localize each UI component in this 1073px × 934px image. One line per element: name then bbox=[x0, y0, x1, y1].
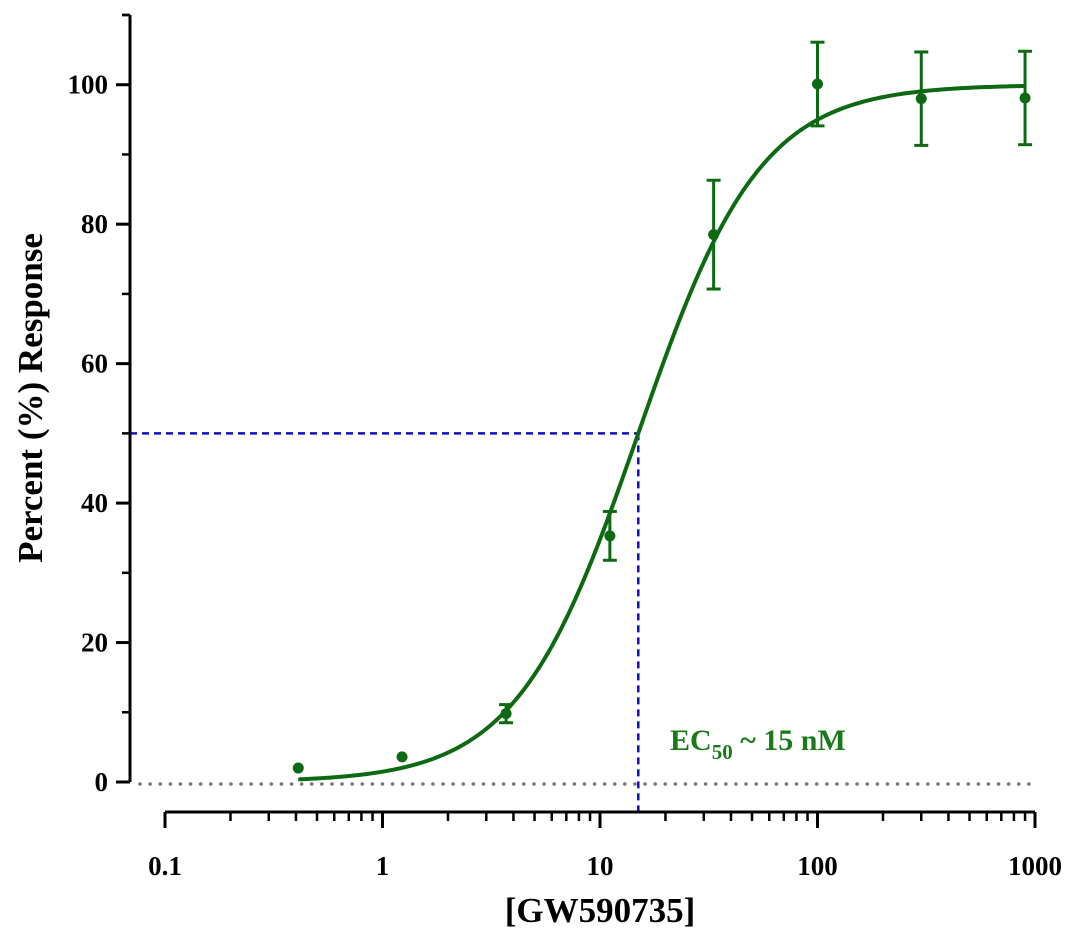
data-point bbox=[1019, 92, 1031, 104]
data-point bbox=[292, 762, 304, 774]
data-points bbox=[292, 40, 1033, 774]
data-point bbox=[500, 708, 512, 720]
data-point bbox=[708, 229, 720, 241]
x-tick-label: 0.1 bbox=[148, 851, 182, 881]
fit-curve bbox=[298, 83, 1026, 782]
data-point bbox=[604, 530, 616, 542]
ec50-annotation-subscript: 50 bbox=[712, 740, 733, 764]
axis-labels: [GW590735] Percent (%) Response bbox=[11, 233, 695, 930]
y-tick-label: 0 bbox=[95, 767, 109, 797]
y-tick-label: 20 bbox=[81, 628, 108, 658]
y-axis-title: Percent (%) Response bbox=[11, 233, 50, 563]
ec50-annotation: EC50 ~ 15 nM bbox=[670, 724, 846, 764]
data-point bbox=[396, 751, 408, 763]
x-tick-label: 100 bbox=[797, 851, 838, 881]
x-tick-label: 1 bbox=[376, 851, 390, 881]
axes: 0 20 40 60 80 100 0.1 1 10 100 1000 bbox=[68, 13, 1062, 881]
y-tick-label: 100 bbox=[68, 70, 109, 100]
y-tick-label: 40 bbox=[81, 488, 108, 518]
y-tick-label: 60 bbox=[81, 349, 108, 379]
ec50-annotation-suffix: ~ 15 nM bbox=[733, 724, 846, 757]
reference-lines bbox=[130, 432, 1037, 812]
ec50-annotation-prefix: EC bbox=[670, 724, 712, 757]
x-tick-label: 10 bbox=[587, 851, 614, 881]
data-point bbox=[915, 93, 927, 105]
data-point bbox=[812, 78, 823, 90]
x-axis-title: [GW590735] bbox=[505, 891, 696, 930]
x-tick-label: 1000 bbox=[1008, 851, 1062, 881]
fit-curve-group bbox=[298, 83, 1026, 782]
y-tick-label: 80 bbox=[81, 209, 108, 239]
